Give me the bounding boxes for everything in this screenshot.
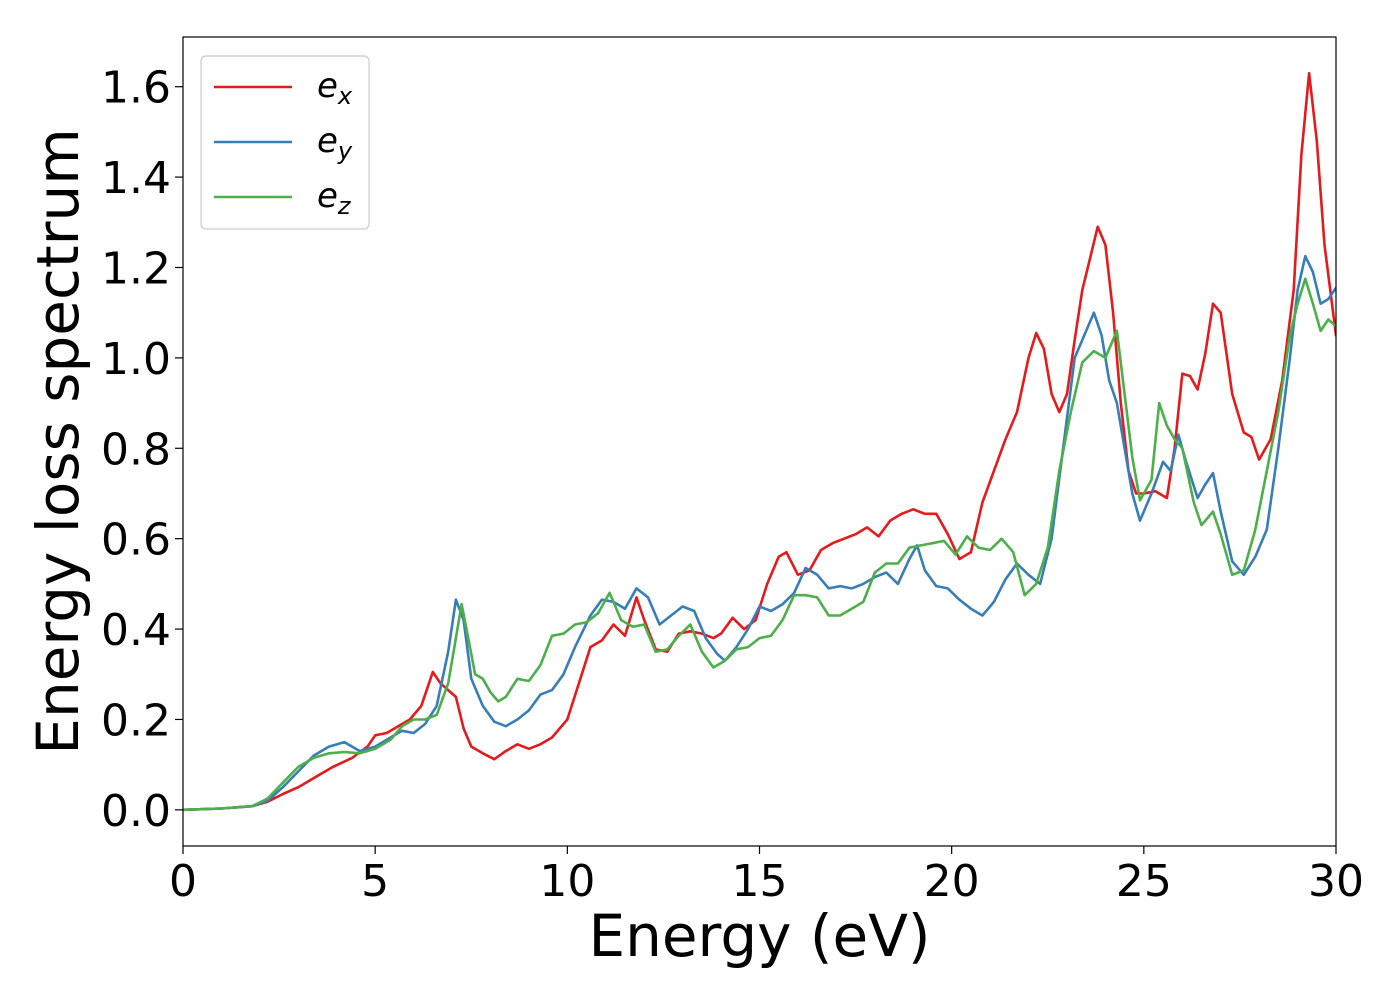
series-line-x [183, 71, 1336, 812]
legend-label-y: ey [317, 121, 353, 165]
x-tick-label: 10 [539, 856, 595, 907]
y-tick-label: 0.6 [101, 515, 171, 566]
x-tick-label: 20 [924, 856, 980, 907]
y-tick-label: 1.6 [101, 63, 171, 114]
x-tick-label: 5 [361, 856, 389, 907]
series-line-z [183, 277, 1336, 812]
series-layer [183, 71, 1336, 812]
x-tick-label: 25 [1116, 856, 1172, 907]
series-line-y [183, 254, 1336, 812]
y-tick-label: 1.0 [101, 334, 171, 385]
y-tick-label: 0.4 [101, 605, 171, 656]
y-tick-label: 0.2 [101, 695, 171, 746]
x-tick-label: 0 [169, 856, 197, 907]
y-tick-label: 0.8 [101, 424, 171, 475]
y-tick-label: 0.0 [101, 786, 171, 837]
y-tick-label: 1.4 [101, 153, 171, 204]
y-tick-label: 1.2 [101, 243, 171, 294]
x-tick-label: 15 [732, 856, 788, 907]
y-axis-title: Energy loss spectrum [24, 128, 92, 754]
tick-layer: 0 5 10 15 20 25 30 0.0 0.2 0.4 0.6 0.8 1.0 1.2 1.4 1.6 [101, 63, 1364, 907]
x-tick-label: 30 [1308, 856, 1364, 907]
x-axis-title: Energy (eV) [588, 902, 930, 970]
